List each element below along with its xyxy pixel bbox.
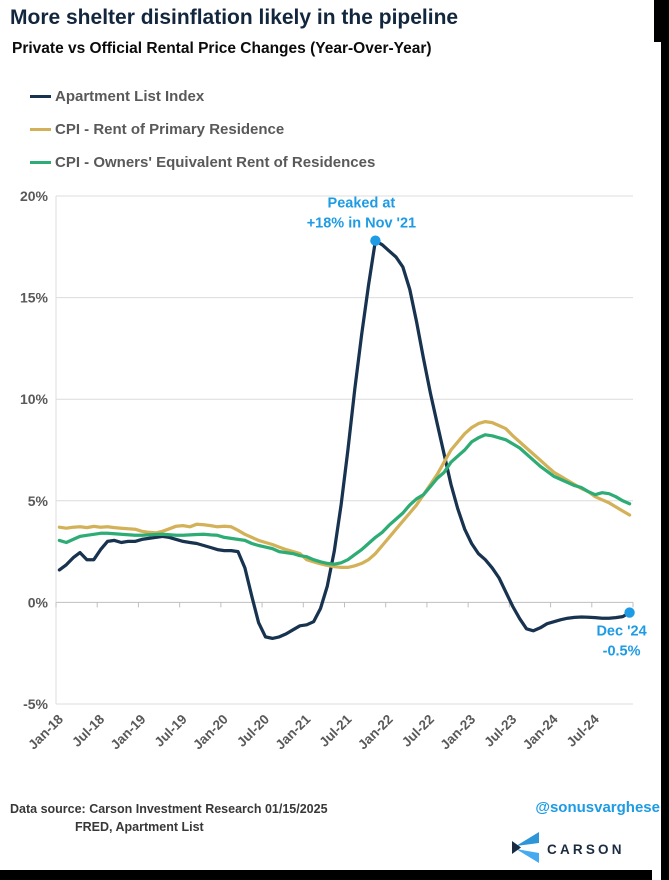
data-source-note: Data source: Carson Investment Research …: [10, 800, 328, 836]
chart-subtitle: Private vs Official Rental Price Changes…: [12, 40, 432, 57]
svg-text:Dec '24: Dec '24: [596, 624, 646, 640]
data-source-line2: FRED, Apartment List: [75, 820, 204, 834]
legend-label: CPI - Owners' Equivalent Rent of Residen…: [55, 154, 376, 171]
svg-text:+18% in Nov '21: +18% in Nov '21: [307, 216, 416, 232]
carson-logo: CARSON: [512, 832, 625, 863]
page-title: More shelter disinflation likely in the …: [10, 6, 459, 29]
screenshot-border-bottom: [0, 870, 652, 880]
svg-text:10%: 10%: [20, 391, 49, 407]
svg-text:Jul-22: Jul-22: [399, 712, 437, 750]
svg-text:Jan-23: Jan-23: [437, 711, 478, 752]
legend-item-apartment-list: Apartment List Index: [30, 80, 375, 113]
svg-text:Jan-18: Jan-18: [25, 711, 66, 752]
legend-swatch-gold-line: [30, 127, 51, 132]
svg-text:Jan-19: Jan-19: [108, 712, 149, 753]
svg-text:-5%: -5%: [23, 696, 48, 712]
svg-text:Jan-24: Jan-24: [520, 711, 561, 752]
chart-legend: Apartment List Index CPI - Rent of Prima…: [30, 80, 375, 179]
legend-label: CPI - Rent of Primary Residence: [55, 121, 285, 138]
svg-text:Peaked at: Peaked at: [328, 196, 396, 212]
legend-label: Apartment List Index: [55, 88, 205, 105]
svg-text:0%: 0%: [28, 594, 49, 610]
svg-text:15%: 15%: [20, 290, 49, 306]
svg-text:Jan-21: Jan-21: [273, 711, 314, 752]
svg-text:Jul-21: Jul-21: [316, 711, 355, 750]
screenshot-border-right: [661, 0, 669, 880]
svg-text:Jan-20: Jan-20: [190, 712, 231, 753]
twitter-handle: @sonusvarghese: [535, 799, 660, 816]
svg-text:Jan-22: Jan-22: [355, 712, 396, 753]
svg-text:-0.5%: -0.5%: [603, 644, 641, 660]
legend-swatch-green-line: [30, 160, 51, 165]
legend-item-cpi-oer: CPI - Owners' Equivalent Rent of Residen…: [30, 146, 375, 179]
screenshot-border-top-right: [654, 0, 669, 42]
svg-text:Jul-23: Jul-23: [481, 711, 520, 750]
svg-text:20%: 20%: [20, 188, 49, 204]
svg-text:Jul-18: Jul-18: [69, 711, 108, 750]
svg-text:Jul-24: Jul-24: [564, 711, 603, 750]
carson-chevron-icon: [512, 832, 539, 863]
carson-logo-text: CARSON: [547, 842, 625, 857]
legend-swatch-navy-line: [30, 94, 51, 99]
svg-text:5%: 5%: [28, 493, 49, 509]
svg-text:Jul-20: Jul-20: [234, 712, 272, 750]
data-source-line1: Data source: Carson Investment Research …: [10, 802, 328, 816]
svg-text:Jul-19: Jul-19: [152, 712, 190, 750]
legend-item-cpi-rent: CPI - Rent of Primary Residence: [30, 113, 375, 146]
